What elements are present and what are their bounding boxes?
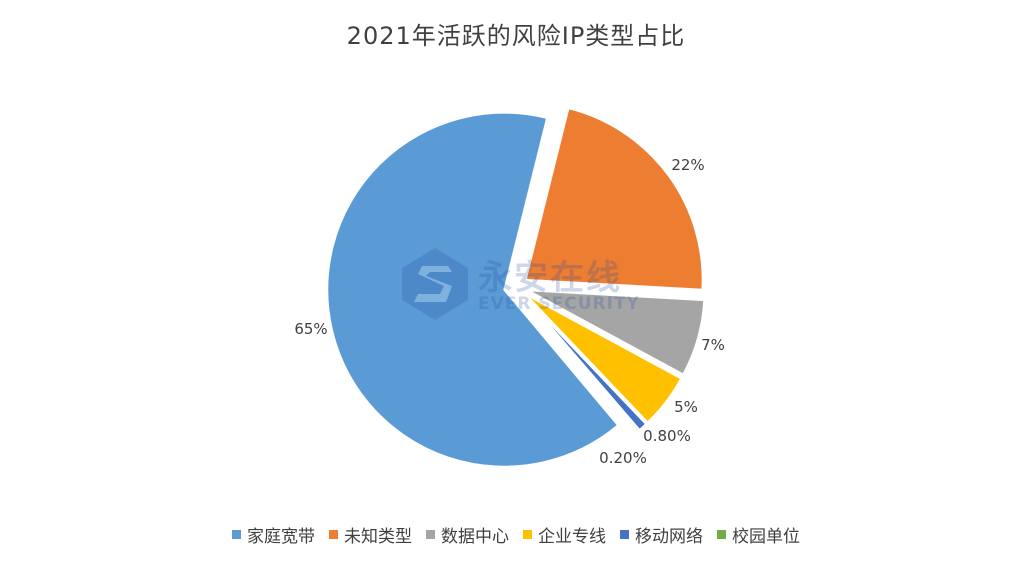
legend-label: 校园单位 [732,527,800,547]
data-label-家庭宽带: 65% [294,320,327,338]
legend-item-校园单位: 校园单位 [717,522,800,547]
chart-legend: 家庭宽带 未知类型 数据中心 企业专线 移动网络 校园单位 [0,522,1032,547]
legend-label: 未知类型 [344,527,412,547]
legend-swatch [232,530,241,539]
legend-swatch [523,530,532,539]
legend-label: 数据中心 [441,527,509,547]
legend-item-家庭宽带: 家庭宽带 [232,522,315,547]
legend-label: 移动网络 [635,527,703,547]
data-label-校园单位: 0.20% [599,449,647,467]
legend-swatch [329,530,338,539]
legend-swatch [620,530,629,539]
legend-item-企业专线: 企业专线 [523,522,606,547]
legend-item-未知类型: 未知类型 [329,522,412,547]
data-label-企业专线: 5% [674,398,698,416]
data-label-数据中心: 7% [701,336,725,354]
pie-slice-校园单位 [523,295,641,434]
chart-title: 2021年活跃的风险IP类型占比 [346,22,686,50]
data-label-移动网络: 0.80% [643,427,691,445]
legend-item-数据中心: 数据中心 [426,522,509,547]
legend-item-移动网络: 移动网络 [620,522,703,547]
pie-slice-数据中心 [527,289,706,376]
legend-label: 企业专线 [538,527,606,547]
legend-swatch [426,530,435,539]
pie-slice-企业专线 [524,293,683,424]
data-label-未知类型: 22% [671,156,704,174]
pie-slice-未知类型 [524,106,704,291]
pie-slice-家庭宽带 [326,111,620,468]
legend-label: 家庭宽带 [247,527,315,547]
legend-swatch [717,530,726,539]
